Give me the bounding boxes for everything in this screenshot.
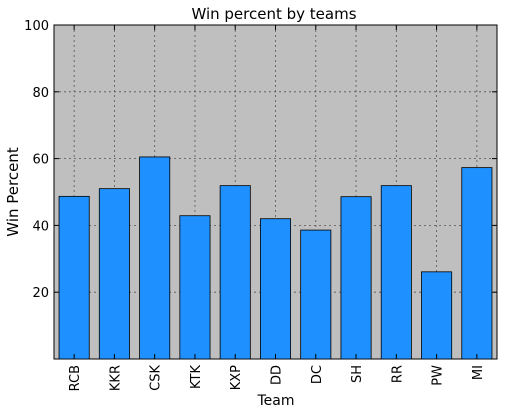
bars (58, 156, 493, 360)
x-tick-label-kkr: KKR (108, 365, 123, 391)
x-tick-label-kxp: KXP (229, 365, 244, 390)
y-tick-label: 100 (24, 19, 49, 34)
x-tick-label-sh: SH (350, 365, 365, 383)
x-tick-label-rcb: RCB (68, 365, 83, 391)
x-tick-label-pw: PW (431, 365, 446, 386)
x-tick-label-mi: MI (471, 365, 486, 380)
y-tick-label: 20 (32, 286, 49, 301)
y-tick-label: 80 (32, 86, 49, 101)
bar-csk (139, 156, 171, 360)
x-tick-label-dc: DC (310, 365, 325, 384)
bar-kkr (98, 188, 130, 360)
bar-rr (380, 185, 412, 360)
bar-kxp (219, 185, 251, 360)
y-axis-label: Win Percent (4, 147, 22, 237)
y-tick-label: 40 (32, 219, 49, 234)
y-tick-label: 60 (32, 153, 49, 168)
bar-rcb (58, 195, 90, 360)
x-tick-label-csk: CSK (149, 365, 164, 391)
chart-title: Win percent by teams (191, 5, 356, 23)
bar-pw (421, 271, 453, 360)
x-axis-label: Team (256, 393, 294, 409)
y-axis: 20 40 60 80 100 (24, 19, 497, 301)
bar-mi (461, 167, 493, 360)
bar-dd (259, 218, 292, 360)
bar-ktk (179, 215, 211, 360)
x-axis: RCB KKR CSK KTK KXP DD DC SH RR PW MI (68, 25, 486, 391)
bar-dc (300, 229, 332, 360)
x-tick-label-ktk: KTK (189, 365, 204, 389)
bar-sh (340, 196, 372, 360)
x-tick-label-rr: RR (390, 365, 405, 383)
x-tick-label-dd: DD (270, 365, 285, 385)
